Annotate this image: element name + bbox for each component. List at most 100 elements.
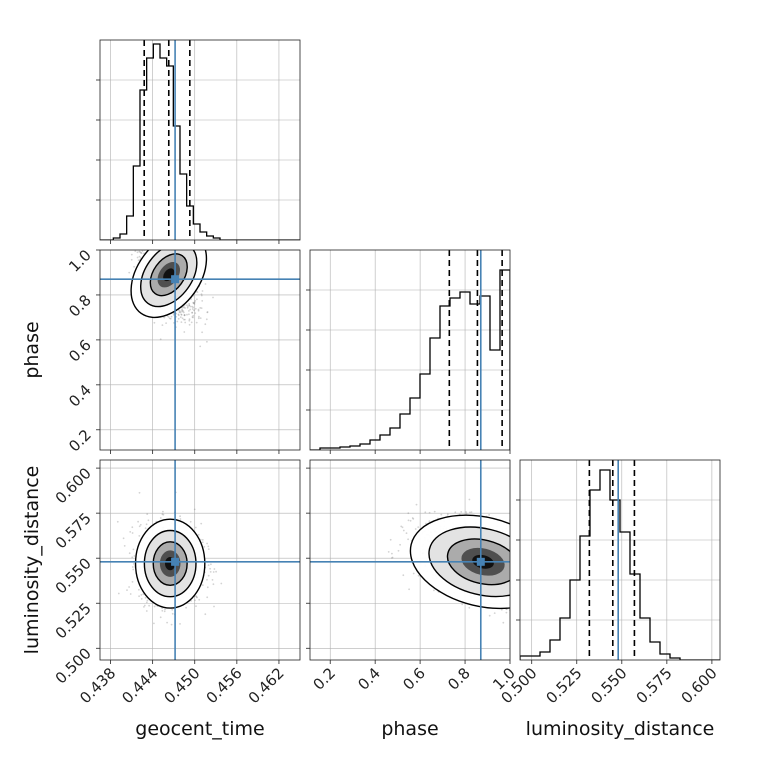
panel-phase-vs-luminosity_distance-sample-point bbox=[521, 560, 523, 562]
panel-geocent_time-vs-luminosity_distance-sample-point bbox=[146, 599, 149, 602]
panel-geocent_time-vs-phase-sample-point bbox=[161, 235, 163, 237]
panel-geocent_time-vs-phase-sample-point bbox=[188, 313, 190, 316]
panel-phase-vs-luminosity_distance-sample-point bbox=[552, 565, 554, 567]
panel-phase-vs-luminosity_distance-sample-point bbox=[530, 573, 532, 575]
panel-geocent_time-vs-phase-sample-point bbox=[162, 248, 164, 250]
panel-geocent_time-vs-luminosity_distance-sample-point bbox=[209, 571, 212, 573]
panel-phase-vs-luminosity_distance-sample-point bbox=[527, 563, 529, 565]
panel-geocent_time-vs-luminosity_distance-sample-point bbox=[166, 621, 169, 624]
panel-phase-vs-luminosity_distance-sample-point bbox=[530, 573, 532, 575]
panel-geocent_time-vs-phase-sample-point bbox=[161, 244, 163, 246]
panel-phase-vs-luminosity_distance-sample-point bbox=[557, 598, 559, 600]
panel-geocent_time-vs-phase-sample-point bbox=[141, 250, 144, 252]
panel-phase-vs-luminosity_distance-content bbox=[310, 460, 583, 660]
panel-geocent_time-vs-phase-sample-point bbox=[158, 244, 160, 246]
panel-phase-vs-luminosity_distance-sample-point bbox=[518, 568, 520, 570]
panel-geocent_time-vs-phase-sample-point bbox=[127, 236, 129, 238]
panel-geocent_time-vs-phase-sample-point bbox=[170, 248, 172, 250]
xlabel-phase: phase bbox=[381, 718, 438, 740]
panel-phase-vs-luminosity_distance-sample-point bbox=[488, 614, 491, 617]
panel-geocent_time-vs-phase-sample-point bbox=[193, 309, 195, 312]
panel-geocent_time-vs-phase-sample-point bbox=[146, 237, 148, 239]
panel-geocent_time-vs-luminosity_distance-sample-point bbox=[129, 531, 132, 533]
panel-phase-vs-luminosity_distance-sample-point bbox=[389, 538, 392, 541]
panel-phase-vs-luminosity_distance-sample-point bbox=[522, 566, 524, 568]
panel-geocent_time-vs-phase-sample-point bbox=[197, 317, 200, 320]
panel-geocent_time-vs-phase-sample-point bbox=[161, 246, 163, 248]
panel-phase-vs-luminosity_distance-sample-point bbox=[517, 569, 519, 571]
panel-phase-vs-luminosity_distance-sample-point bbox=[518, 588, 520, 590]
panel-phase-vs-luminosity_distance-sample-point bbox=[539, 565, 541, 567]
panel-phase-vs-luminosity_distance-sample-point bbox=[581, 577, 583, 579]
xtick-label-phase: 0.6 bbox=[399, 664, 429, 694]
panel-geocent_time-vs-phase-sample-point bbox=[192, 316, 194, 319]
panel-geocent_time-vs-luminosity_distance-sample-point bbox=[145, 601, 148, 604]
panel-phase-vs-luminosity_distance-sample-point bbox=[529, 578, 531, 580]
panel-phase-vs-luminosity_distance-sample-point bbox=[516, 589, 518, 591]
xtick-label-phase: 0.2 bbox=[309, 664, 339, 694]
panel-geocent_time-vs-luminosity_distance-truth-marker bbox=[171, 557, 180, 566]
panel-phase-vs-luminosity_distance-sample-point bbox=[525, 603, 527, 605]
panel-phase-vs-luminosity_distance-sample-point bbox=[511, 556, 513, 558]
panel-geocent_time-vs-luminosity_distance-sample-point bbox=[185, 606, 188, 609]
panel-geocent_time-vs-phase-sample-point bbox=[143, 236, 145, 238]
panel-phase-vs-luminosity_distance-sample-point bbox=[488, 514, 490, 516]
panel-phase-vs-luminosity_distance-sample-point bbox=[511, 579, 513, 581]
panel-phase-vs-luminosity_distance-sample-point bbox=[536, 565, 538, 567]
panel-geocent_time-vs-phase-sample-point bbox=[159, 245, 161, 247]
panel-geocent_time-vs-phase-sample-point bbox=[165, 246, 167, 248]
panel-phase-vs-luminosity_distance-sample-point bbox=[512, 565, 514, 567]
xtick-label-phase: 0.8 bbox=[444, 664, 474, 694]
panel-phase-vs-luminosity_distance-sample-point bbox=[525, 553, 527, 555]
ytick-label-phase: 0.4 bbox=[65, 381, 95, 411]
panel-geocent_time-vs-phase-sample-point bbox=[153, 242, 155, 244]
panel-phase-vs-luminosity_distance-sample-point bbox=[433, 510, 436, 513]
panel-geocent_time-vs-luminosity_distance-sample-point bbox=[117, 592, 120, 595]
panel-geocent_time-vs-luminosity_distance-sample-point bbox=[212, 571, 215, 573]
panel-geocent_time-vs-phase-sample-point bbox=[153, 247, 155, 249]
panel-phase-vs-luminosity_distance-sample-point bbox=[517, 548, 519, 550]
panel-geocent_time-vs-phase-sample-point bbox=[146, 236, 148, 238]
panel-phase-vs-luminosity_distance-sample-point bbox=[544, 559, 546, 561]
panel-geocent_time-vs-phase-sample-point bbox=[192, 301, 195, 304]
panel-phase-vs-luminosity_distance-sample-point bbox=[513, 538, 515, 540]
panel-geocent_time-vs-phase-sample-point bbox=[204, 323, 207, 326]
panel-geocent_time-vs-phase-sample-point bbox=[180, 321, 183, 323]
panel-geocent_time-vs-luminosity_distance-sample-point bbox=[145, 610, 148, 612]
panel-geocent_time-vs-luminosity_distance-sample-point bbox=[207, 574, 210, 577]
panel-phase-vs-luminosity_distance-sample-point bbox=[516, 550, 518, 552]
panel-geocent_time-vs-luminosity_distance-sample-point bbox=[159, 517, 162, 519]
panel-phase-vs-luminosity_distance-sample-point bbox=[412, 572, 415, 575]
panel-phase-vs-luminosity_distance-sample-point bbox=[521, 560, 523, 562]
panel-geocent_time-vs-phase-sample-point bbox=[165, 245, 167, 247]
panel-geocent_time-vs-luminosity_distance-sample-point bbox=[126, 589, 128, 591]
panel-geocent_time-vs-phase-sample-point bbox=[139, 251, 142, 253]
panel-phase-vs-luminosity_distance-sample-point bbox=[517, 556, 519, 558]
panel-phase-vs-luminosity_distance-sample-point bbox=[514, 569, 516, 571]
hist-phase-frame bbox=[309, 249, 511, 451]
panel-phase-vs-luminosity_distance-sample-point bbox=[527, 578, 529, 580]
panel-geocent_time-vs-luminosity_distance-sample-point bbox=[211, 579, 214, 581]
xtick-label-luminosity_distance: 0.550 bbox=[588, 664, 631, 707]
panel-phase-vs-luminosity_distance-frame bbox=[309, 459, 511, 661]
panel-geocent_time-vs-phase-sample-point bbox=[196, 298, 198, 301]
panel-geocent_time-vs-phase-sample-point bbox=[142, 247, 144, 249]
panel-phase-vs-luminosity_distance-sample-point bbox=[517, 591, 519, 593]
panel-phase-vs-luminosity_distance-sample-point bbox=[549, 589, 551, 591]
panel-geocent_time-vs-phase-sample-point bbox=[145, 245, 147, 247]
panel-geocent_time-vs-phase-sample-point bbox=[191, 308, 194, 310]
panel-phase-vs-luminosity_distance-sample-point bbox=[387, 551, 390, 553]
panel-geocent_time-vs-phase-sample-point bbox=[154, 245, 156, 247]
panel-geocent_time-vs-phase-sample-point bbox=[161, 241, 163, 243]
panel-phase-vs-luminosity_distance-sample-point bbox=[515, 572, 517, 574]
panel-geocent_time-vs-phase-sample-point bbox=[165, 242, 167, 244]
ylabel-luminosity_distance: luminosity_distance bbox=[21, 466, 43, 655]
panel-geocent_time-vs-phase-sample-point bbox=[165, 228, 167, 230]
panel-geocent_time-vs-phase-content bbox=[100, 228, 300, 450]
panel-geocent_time-vs-phase-sample-point bbox=[142, 243, 144, 245]
panel-geocent_time-vs-phase-sample-point bbox=[194, 312, 197, 314]
panel-phase-vs-luminosity_distance-sample-point bbox=[521, 596, 523, 598]
panel-geocent_time-vs-phase-sample-point bbox=[158, 232, 160, 234]
panel-phase-vs-luminosity_distance-sample-point bbox=[516, 566, 518, 568]
panel-phase-vs-luminosity_distance-sample-point bbox=[564, 558, 566, 560]
